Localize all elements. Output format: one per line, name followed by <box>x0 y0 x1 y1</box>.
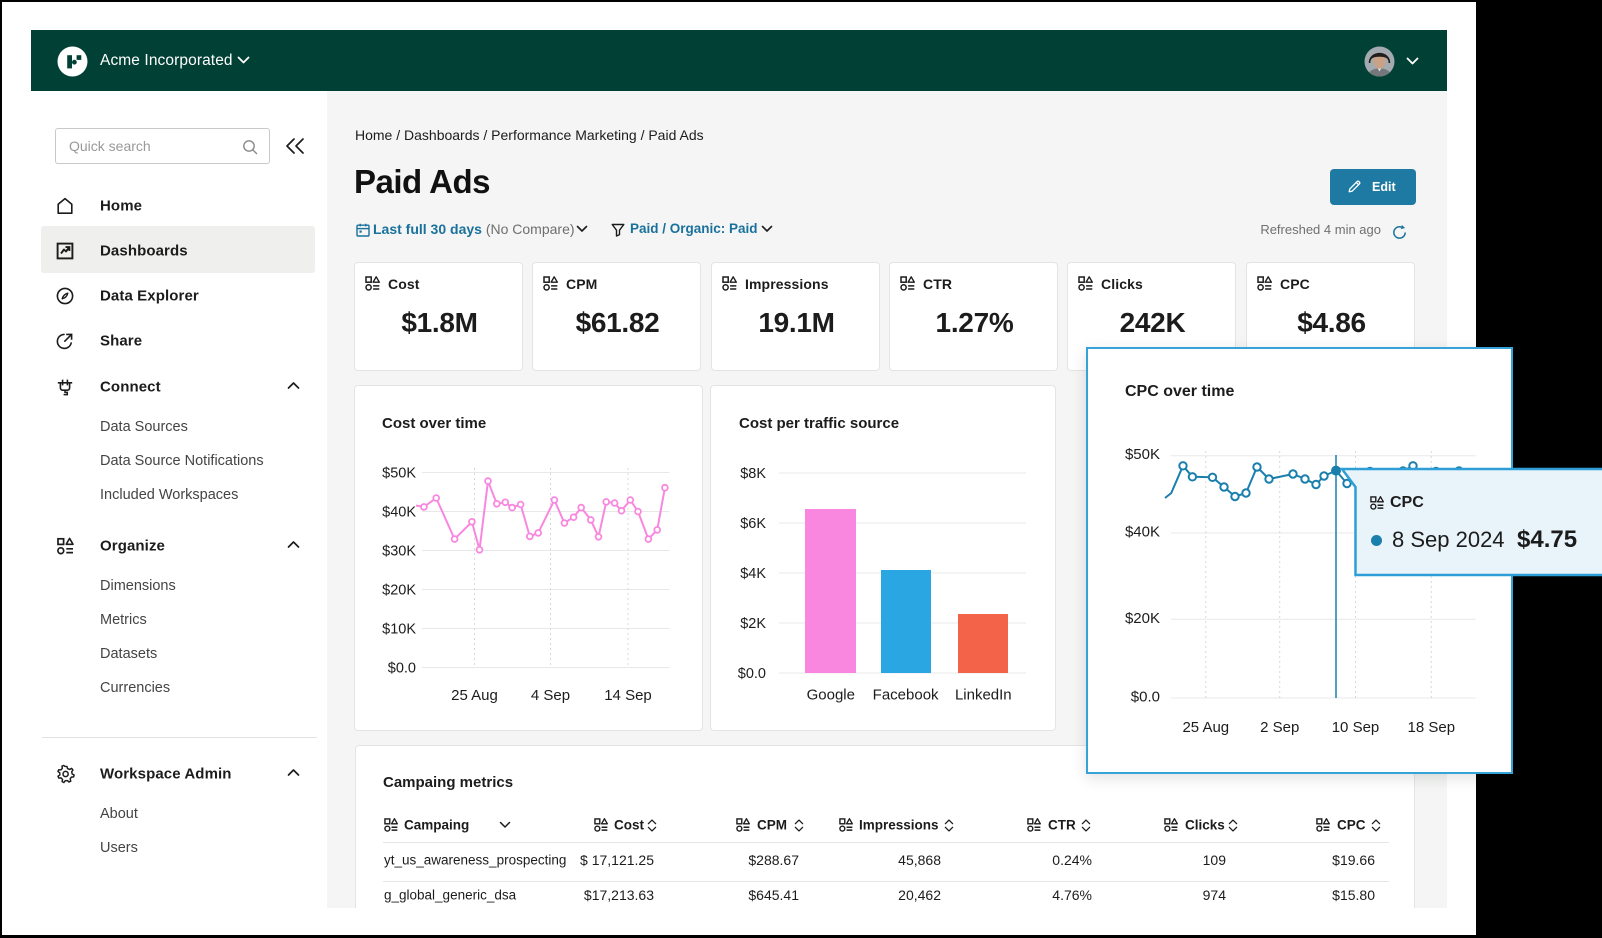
svg-text:14 Sep: 14 Sep <box>604 687 652 704</box>
svg-text:$40K: $40K <box>1125 524 1160 541</box>
svg-text:25 Aug: 25 Aug <box>451 687 498 704</box>
svg-text:Facebook: Facebook <box>873 687 939 704</box>
svg-text:$20K: $20K <box>1125 610 1160 627</box>
svg-text:$6K: $6K <box>740 516 766 532</box>
svg-text:4 Sep: 4 Sep <box>531 687 570 704</box>
svg-text:$8K: $8K <box>740 466 766 482</box>
svg-text:18 Sep: 18 Sep <box>1408 719 1456 736</box>
svg-text:$0.0: $0.0 <box>1131 689 1160 706</box>
svg-text:$0.0: $0.0 <box>388 661 416 677</box>
svg-text:$50K: $50K <box>1125 446 1160 463</box>
svg-text:$30K: $30K <box>382 544 416 560</box>
svg-text:$10K: $10K <box>382 622 416 638</box>
svg-text:$40K: $40K <box>382 505 416 521</box>
svg-text:$50K: $50K <box>382 466 416 482</box>
svg-text:25 Aug: 25 Aug <box>1182 719 1229 736</box>
svg-text:LinkedIn: LinkedIn <box>955 687 1012 704</box>
svg-text:$4K: $4K <box>740 566 766 582</box>
svg-text:$2K: $2K <box>740 616 766 632</box>
svg-text:$0.0: $0.0 <box>738 666 766 682</box>
svg-text:Google: Google <box>807 687 855 704</box>
svg-text:10 Sep: 10 Sep <box>1332 719 1380 736</box>
svg-text:$20K: $20K <box>382 583 416 599</box>
svg-text:2 Sep: 2 Sep <box>1260 719 1299 736</box>
